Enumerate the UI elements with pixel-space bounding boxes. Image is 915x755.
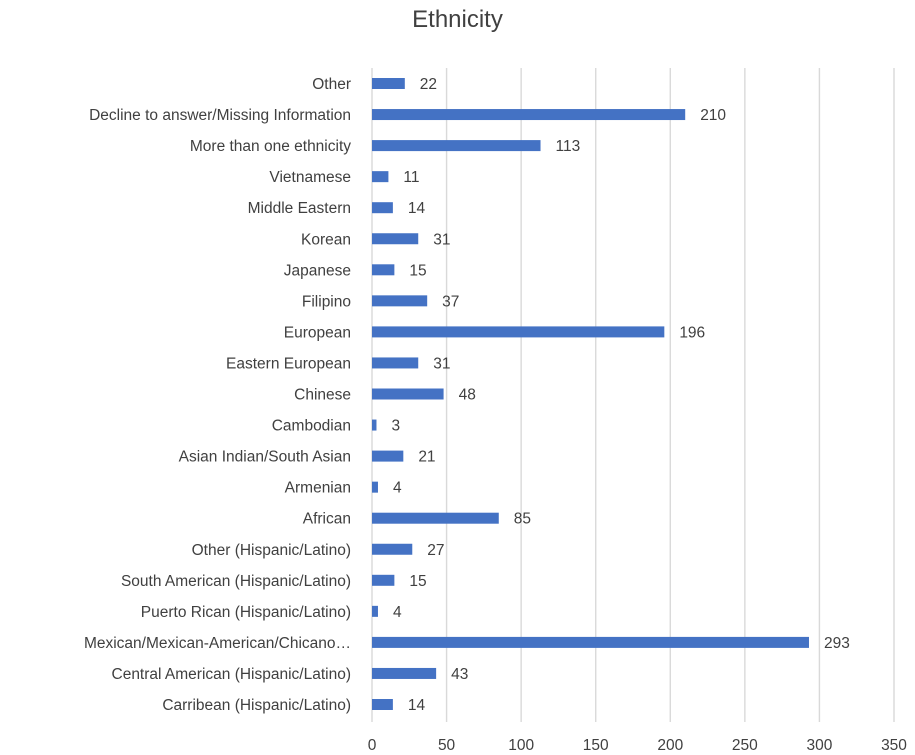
x-tick-label: 0	[368, 737, 377, 754]
bar	[372, 481, 378, 493]
category-label: Puerto Rican (Hispanic/Latino)	[141, 604, 351, 621]
bar	[372, 109, 686, 121]
category-label: Central American (Hispanic/Latino)	[112, 666, 352, 683]
data-label: 14	[408, 697, 426, 714]
category-label: Decline to answer/Missing Information	[89, 107, 351, 124]
data-label: 48	[459, 387, 476, 404]
bar	[372, 574, 395, 586]
data-label: 210	[700, 107, 726, 124]
data-label: 113	[556, 138, 581, 155]
data-label: 3	[391, 418, 400, 435]
x-tick-label: 250	[732, 737, 758, 754]
category-label: Middle Eastern	[248, 200, 351, 217]
data-label: 15	[409, 573, 426, 590]
data-label: 11	[403, 169, 419, 186]
category-label: African	[303, 511, 351, 528]
category-label: South American (Hispanic/Latino)	[121, 573, 351, 590]
bar	[372, 512, 499, 524]
bar	[372, 326, 665, 338]
category-label: Asian Indian/South Asian	[179, 449, 351, 466]
category-label: Mexican/Mexican-American/Chicano…	[84, 635, 351, 652]
data-label: 196	[679, 324, 705, 341]
category-label: Cambodian	[272, 418, 351, 435]
data-label: 22	[420, 76, 437, 93]
category-label: More than one ethnicity	[190, 138, 351, 155]
category-label: Filipino	[302, 293, 351, 310]
bar	[372, 636, 809, 648]
category-label: Carribean (Hispanic/Latino)	[162, 697, 351, 714]
x-tick-label: 200	[657, 737, 683, 754]
data-label: 43	[451, 666, 468, 683]
data-label: 4	[393, 604, 402, 621]
bar	[372, 140, 541, 152]
data-label: 4	[393, 480, 402, 497]
category-label: European	[284, 324, 351, 341]
x-tick-label: 100	[508, 737, 534, 754]
chart-title: Ethnicity	[412, 6, 503, 33]
bar	[372, 543, 413, 555]
data-label: 14	[408, 200, 426, 217]
data-label: 31	[433, 231, 450, 248]
data-label: 293	[824, 635, 850, 652]
data-label: 27	[427, 542, 444, 559]
category-label: Armenian	[285, 480, 351, 497]
bar	[372, 357, 419, 369]
bar	[372, 78, 405, 89]
category-label: Other	[312, 76, 351, 93]
category-label: Korean	[301, 231, 351, 248]
data-label: 15	[409, 262, 426, 279]
x-tick-label: 350	[881, 737, 907, 754]
category-label: Japanese	[284, 262, 351, 279]
bar	[372, 295, 428, 307]
category-label: Vietnamese	[269, 169, 351, 186]
bar	[372, 667, 437, 679]
bar	[372, 605, 378, 617]
bar	[372, 171, 389, 183]
bar	[372, 450, 404, 462]
bar	[372, 388, 444, 400]
data-label: 37	[442, 293, 459, 310]
bar	[372, 419, 377, 431]
data-label: 21	[418, 449, 435, 466]
bar	[372, 699, 393, 710]
bar	[372, 264, 395, 276]
x-tick-label: 300	[806, 737, 832, 754]
bar	[372, 202, 393, 214]
bar	[372, 233, 419, 245]
category-label: Other (Hispanic/Latino)	[192, 542, 351, 559]
category-label: Chinese	[294, 387, 351, 404]
category-label: Eastern European	[226, 355, 351, 372]
data-label: 31	[433, 355, 450, 372]
x-tick-label: 50	[438, 737, 456, 754]
x-tick-label: 150	[583, 737, 609, 754]
data-label: 85	[514, 511, 531, 528]
